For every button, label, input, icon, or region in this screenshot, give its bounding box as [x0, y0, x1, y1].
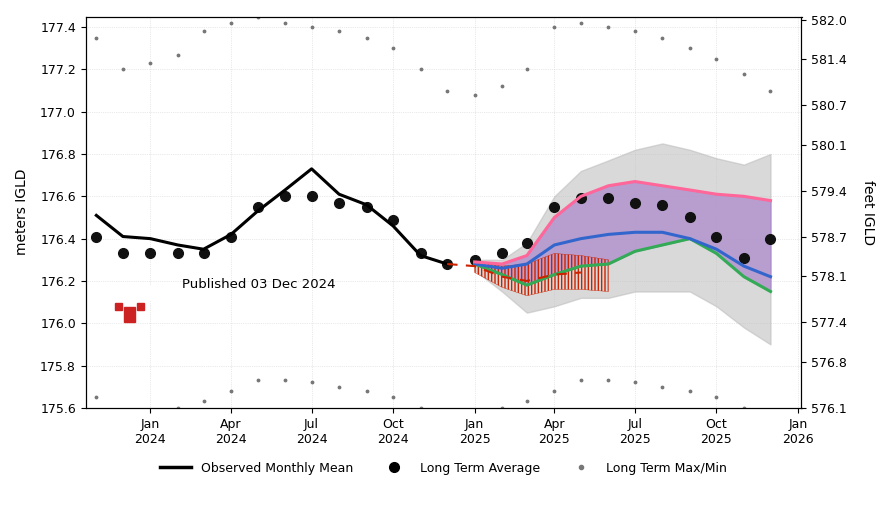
Text: Published 03 Dec 2024: Published 03 Dec 2024: [182, 278, 336, 292]
Bar: [118, 286, 127, 300]
Bar: [112, 298, 147, 322]
Y-axis label: feet IGLD: feet IGLD: [861, 180, 875, 245]
Bar: [115, 303, 122, 310]
Y-axis label: meters IGLD: meters IGLD: [15, 169, 29, 255]
Bar: [131, 286, 139, 300]
Bar: [143, 286, 152, 300]
Bar: [137, 303, 144, 310]
Legend: Observed Monthly Mean, Long Term Average, Long Term Max/Min: Observed Monthly Mean, Long Term Average…: [155, 457, 732, 480]
Bar: [106, 286, 115, 300]
Bar: [124, 307, 135, 322]
